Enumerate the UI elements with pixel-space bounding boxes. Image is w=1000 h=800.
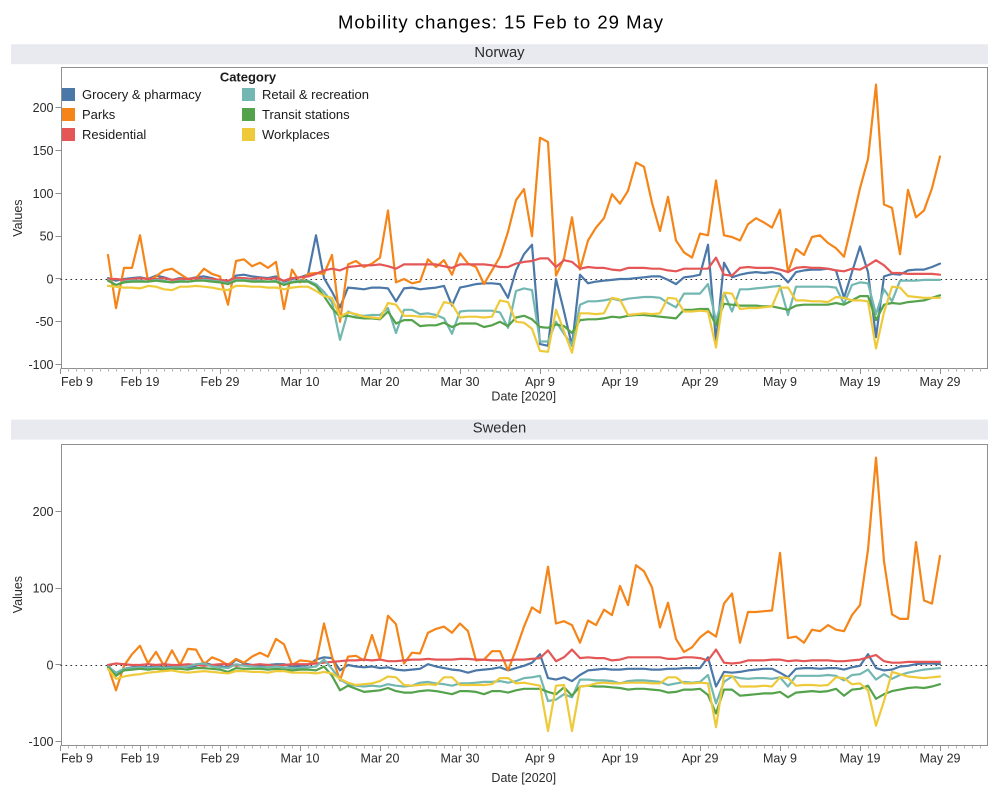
svg-text:May 29: May 29: [920, 752, 961, 766]
svg-text:100: 100: [33, 582, 54, 596]
svg-text:Apr 9: Apr 9: [525, 375, 555, 389]
svg-text:Values: Values: [11, 199, 25, 236]
svg-text:Date [2020]: Date [2020]: [491, 390, 556, 404]
svg-text:Sweden: Sweden: [473, 421, 526, 437]
svg-text:Mobility changes: 15 Feb to 29: Mobility changes: 15 Feb to 29 May: [338, 12, 664, 33]
svg-text:200: 200: [33, 505, 54, 519]
svg-text:May 9: May 9: [763, 375, 797, 389]
svg-text:Apr 29: Apr 29: [682, 752, 719, 766]
svg-text:-100: -100: [28, 735, 53, 749]
svg-text:150: 150: [33, 144, 54, 158]
svg-text:May 29: May 29: [920, 375, 961, 389]
svg-text:Transit stations: Transit stations: [262, 107, 350, 122]
svg-text:Apr 9: Apr 9: [525, 752, 555, 766]
svg-text:Residential: Residential: [82, 127, 146, 142]
svg-text:Parks: Parks: [82, 107, 116, 122]
svg-text:Mar 10: Mar 10: [281, 752, 320, 766]
svg-text:Mar 30: Mar 30: [441, 752, 480, 766]
svg-text:Mar 20: Mar 20: [361, 375, 400, 389]
svg-text:Feb 29: Feb 29: [201, 375, 240, 389]
svg-text:Feb 9: Feb 9: [61, 375, 93, 389]
svg-text:Mar 30: Mar 30: [441, 375, 480, 389]
svg-text:May 19: May 19: [840, 752, 881, 766]
svg-text:Values: Values: [11, 576, 25, 613]
svg-text:0: 0: [47, 272, 54, 286]
svg-text:100: 100: [33, 187, 54, 201]
svg-text:Apr 19: Apr 19: [602, 752, 639, 766]
svg-text:200: 200: [33, 101, 54, 115]
svg-text:Mar 10: Mar 10: [281, 375, 320, 389]
svg-text:Category: Category: [220, 70, 277, 85]
svg-text:50: 50: [40, 230, 54, 244]
svg-text:0: 0: [47, 658, 54, 672]
svg-text:-50: -50: [35, 315, 53, 329]
svg-text:Apr 29: Apr 29: [682, 375, 719, 389]
svg-text:May 9: May 9: [763, 752, 797, 766]
svg-text:Feb 29: Feb 29: [201, 752, 240, 766]
svg-text:Feb 9: Feb 9: [61, 752, 93, 766]
svg-text:Feb 19: Feb 19: [121, 752, 160, 766]
svg-text:Mar 20: Mar 20: [361, 752, 400, 766]
svg-text:Grocery & pharmacy: Grocery & pharmacy: [82, 87, 202, 102]
svg-text:Retail & recreation: Retail & recreation: [262, 87, 369, 102]
svg-text:Date [2020]: Date [2020]: [491, 771, 556, 785]
svg-text:Feb 19: Feb 19: [121, 375, 160, 389]
svg-text:Norway: Norway: [474, 45, 525, 61]
svg-text:Apr 19: Apr 19: [602, 375, 639, 389]
svg-text:May 19: May 19: [840, 375, 881, 389]
svg-text:-100: -100: [28, 358, 53, 372]
svg-text:Workplaces: Workplaces: [262, 127, 330, 142]
